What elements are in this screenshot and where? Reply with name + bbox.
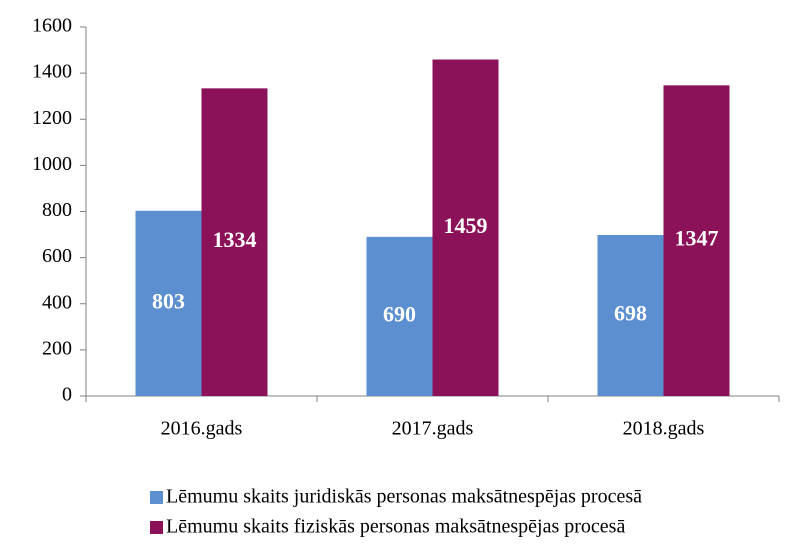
y-tick-label: 600: [42, 245, 72, 267]
y-tick-label: 1600: [32, 15, 72, 37]
bar: [366, 236, 433, 396]
bar: [135, 210, 202, 396]
legend-swatch: [150, 521, 163, 534]
data-label: 698: [614, 301, 647, 326]
x-tick-label: 2018.gads: [623, 418, 705, 440]
data-label: 1334: [213, 227, 257, 252]
bar: [597, 235, 664, 396]
bar: [432, 59, 499, 396]
y-tick-label: 800: [42, 199, 72, 221]
y-tick-label: 200: [42, 337, 72, 359]
y-tick-label: 0: [62, 384, 72, 406]
y-tick-label: 1200: [32, 107, 72, 129]
x-tick-label: 2017.gads: [392, 418, 474, 440]
y-tick-label: 1000: [32, 153, 72, 175]
data-label: 690: [383, 301, 416, 326]
data-label: 1347: [675, 226, 719, 251]
bar: [201, 88, 268, 396]
bar: [663, 85, 730, 397]
legend-swatch: [150, 491, 163, 504]
legend-label: Lēmumu skaits fiziskās personas maksātne…: [166, 516, 625, 538]
x-tick-label: 2016.gads: [161, 418, 243, 440]
data-label: 803: [152, 288, 185, 313]
data-label: 1459: [444, 213, 488, 238]
y-tick-label: 400: [42, 291, 72, 313]
y-tick-label: 1400: [32, 61, 72, 83]
legend-label: Lēmumu skaits juridiskās personas maksāt…: [166, 486, 642, 508]
